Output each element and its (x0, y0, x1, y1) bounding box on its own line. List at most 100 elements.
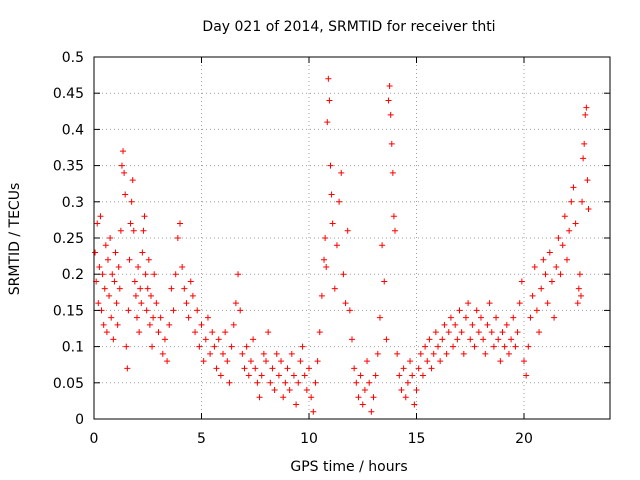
data-point (141, 213, 148, 220)
data-point (475, 329, 482, 336)
data-point (95, 300, 102, 307)
data-point (462, 314, 469, 321)
x-tick-label: 5 (197, 431, 206, 447)
data-point (121, 169, 128, 176)
x-axis-label: GPS time / hours (290, 459, 407, 475)
data-point (250, 336, 257, 343)
data-point (224, 358, 231, 365)
data-point (290, 372, 297, 379)
data-point (220, 350, 226, 357)
data-point (579, 198, 586, 205)
data-point (295, 379, 302, 386)
data-point (99, 271, 106, 278)
data-point (370, 394, 377, 401)
data-point (109, 271, 116, 278)
data-point (383, 336, 390, 343)
data-point (542, 271, 549, 278)
data-point (252, 365, 259, 372)
data-point (179, 263, 186, 270)
data-point (364, 358, 371, 365)
data-point (222, 329, 229, 336)
data-point (146, 321, 153, 328)
data-point (308, 394, 315, 401)
data-point (187, 278, 194, 285)
data-point (258, 372, 265, 379)
data-point (207, 350, 214, 357)
data-point (318, 292, 325, 299)
data-point (518, 278, 525, 285)
data-point (101, 285, 108, 292)
data-point (465, 300, 472, 307)
data-point (172, 271, 179, 278)
data-point (585, 206, 592, 213)
data-point (106, 292, 113, 299)
data-point (400, 365, 407, 372)
chart-title: Day 021 of 2014, SRMTID for receiver tht… (202, 19, 495, 35)
data-point (510, 314, 517, 321)
data-point (230, 321, 237, 328)
data-point (454, 336, 461, 343)
data-point (286, 387, 293, 394)
data-point (525, 343, 532, 350)
data-point (170, 307, 177, 314)
data-point (546, 249, 553, 256)
x-tick-label: 0 (90, 431, 99, 447)
data-point (226, 379, 233, 386)
data-point (213, 365, 220, 372)
data-point (135, 263, 142, 270)
data-point (529, 292, 536, 299)
data-point (120, 148, 127, 155)
data-point (342, 300, 349, 307)
data-point (538, 285, 545, 292)
data-point (346, 307, 353, 314)
data-point (326, 97, 333, 104)
data-point (523, 372, 530, 379)
data-point (322, 235, 329, 241)
data-point (247, 358, 254, 365)
data-point (183, 300, 190, 307)
data-point (536, 329, 543, 336)
data-point (243, 343, 250, 350)
data-point (321, 256, 328, 263)
data-point (394, 350, 401, 357)
data-point (122, 191, 129, 198)
y-tick-label: 0.3 (62, 195, 84, 211)
data-point (269, 365, 276, 372)
data-point (116, 285, 123, 292)
data-point (435, 343, 441, 350)
data-point (413, 387, 420, 394)
data-point (151, 271, 158, 278)
data-point (456, 307, 463, 314)
data-point (297, 358, 304, 365)
data-point (100, 321, 107, 328)
data-point (471, 343, 478, 350)
x-tick-label: 20 (515, 431, 533, 447)
data-point (110, 336, 117, 343)
data-point (115, 263, 122, 270)
data-point (505, 350, 512, 357)
data-point (409, 372, 416, 379)
data-point (325, 75, 332, 82)
data-point (278, 358, 285, 365)
data-point (458, 329, 465, 336)
data-point (138, 300, 145, 307)
data-point (198, 321, 205, 328)
y-axis-ticks: 0 0.05 0.1 0.15 0.2 0.25 0.3 0.35 0.4 0.45 0.5 (53, 50, 610, 428)
data-point (402, 394, 409, 401)
data-point (118, 162, 125, 169)
data-point (310, 408, 317, 415)
data-point (501, 343, 508, 350)
data-point (157, 314, 164, 321)
data-point (144, 285, 151, 292)
data-point (387, 111, 394, 118)
data-point (388, 140, 395, 147)
y-axis-label: SRMTID / TECUs (7, 183, 23, 296)
data-point (564, 256, 570, 263)
y-tick-label: 0.4 (62, 122, 84, 138)
data-point (432, 329, 439, 336)
data-point (282, 379, 289, 386)
data-point (415, 365, 422, 372)
data-point (441, 321, 448, 328)
data-point (130, 227, 137, 234)
data-point (447, 314, 454, 321)
